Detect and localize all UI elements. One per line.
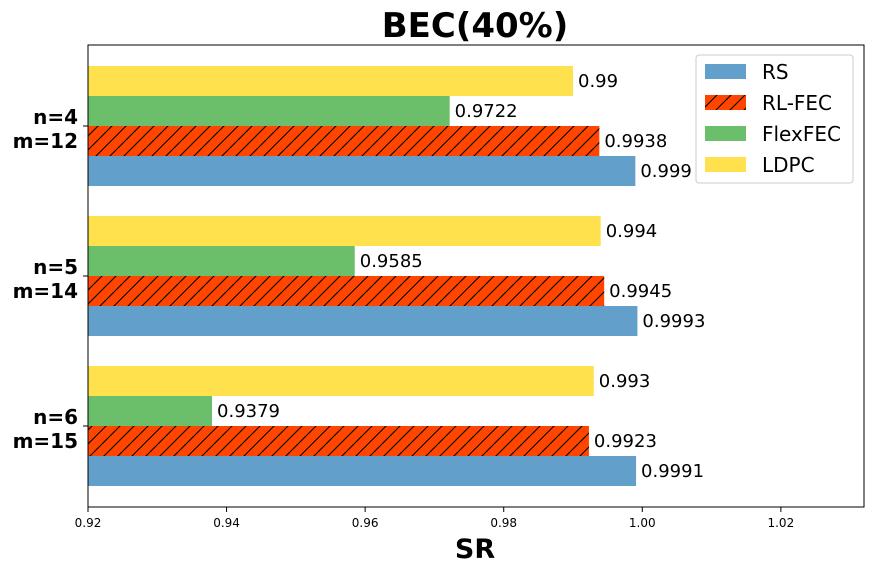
y-category-label: m=15 [13,429,78,453]
y-category-label: n=4 [33,105,78,129]
data-label-rl-fec-1: 0.9938 [604,131,667,152]
x-tick-label: 1.02 [767,516,794,530]
data-label-flexfec-1: 0.9722 [455,101,518,122]
legend-frame [695,54,854,184]
bar-rs-3 [88,456,637,486]
legend-swatch-rs [705,64,746,79]
data-label-ldpc-1: 0.99 [578,71,618,92]
legend-swatch-hatch-rl-fec [705,95,746,110]
bar-ldpc-1 [88,66,573,96]
y-axis-categories: n=4m=12 n=5m=14 n=6m=15 [13,105,88,453]
y-category-label: m=12 [13,129,78,153]
data-label-rs-2: 0.9993 [642,311,705,332]
chart-title: BEC(40%) [382,6,569,46]
data-label-rs-3: 0.9991 [641,461,704,482]
y-category-label: n=5 [33,255,78,279]
bar-flexfec-1 [88,96,450,126]
bar-rs-1 [88,156,636,186]
data-label-rl-fec-2: 0.9945 [609,281,672,302]
bar-flexfec-3 [88,396,213,426]
bar-hatch-rl-fec-2 [88,276,605,306]
legend-label-rl-fec: RL-FEC [762,91,832,115]
x-tick-label: 0.98 [490,516,517,530]
x-tick-label: 1.00 [629,516,656,530]
x-tick-label: 0.92 [75,516,102,530]
bar-hatch-rl-fec-3 [88,426,589,456]
bar-ldpc-3 [88,366,594,396]
data-label-rl-fec-3: 0.9923 [594,431,657,452]
x-tick-label: 0.94 [213,516,240,530]
legend-swatch-ldpc [705,157,746,172]
data-labels-group: 0.999 0.9993 0.9991 0.9938 0.9945 0.9923 0.972… [217,71,705,482]
legend: RS RL-FEC FlexFEC LDPC [695,54,854,184]
bar-hatch-rl-fec-1 [88,126,600,156]
bar-ldpc-2 [88,216,601,246]
y-category-label: n=6 [33,405,78,429]
data-label-rs-1: 0.999 [640,161,692,182]
data-label-ldpc-2: 0.994 [606,221,658,242]
data-label-flexfec-3: 0.9379 [217,401,280,422]
data-label-ldpc-3: 0.993 [599,371,651,392]
bar-flexfec-2 [88,246,355,276]
legend-swatch-flexfec [705,126,746,141]
data-label-flexfec-2: 0.9585 [360,251,423,272]
bar-rs-2 [88,306,638,336]
legend-label-flexfec: FlexFEC [762,122,841,146]
x-axis-ticks: 0.92 0.94 0.96 0.98 1.00 1.02 [75,507,794,530]
bars-group [88,66,638,486]
legend-label-rs: RS [762,60,789,84]
y-category-label: m=14 [13,279,78,303]
x-tick-label: 0.96 [352,516,379,530]
legend-label-ldpc: LDPC [762,153,815,177]
x-axis-label: SR [455,534,495,565]
